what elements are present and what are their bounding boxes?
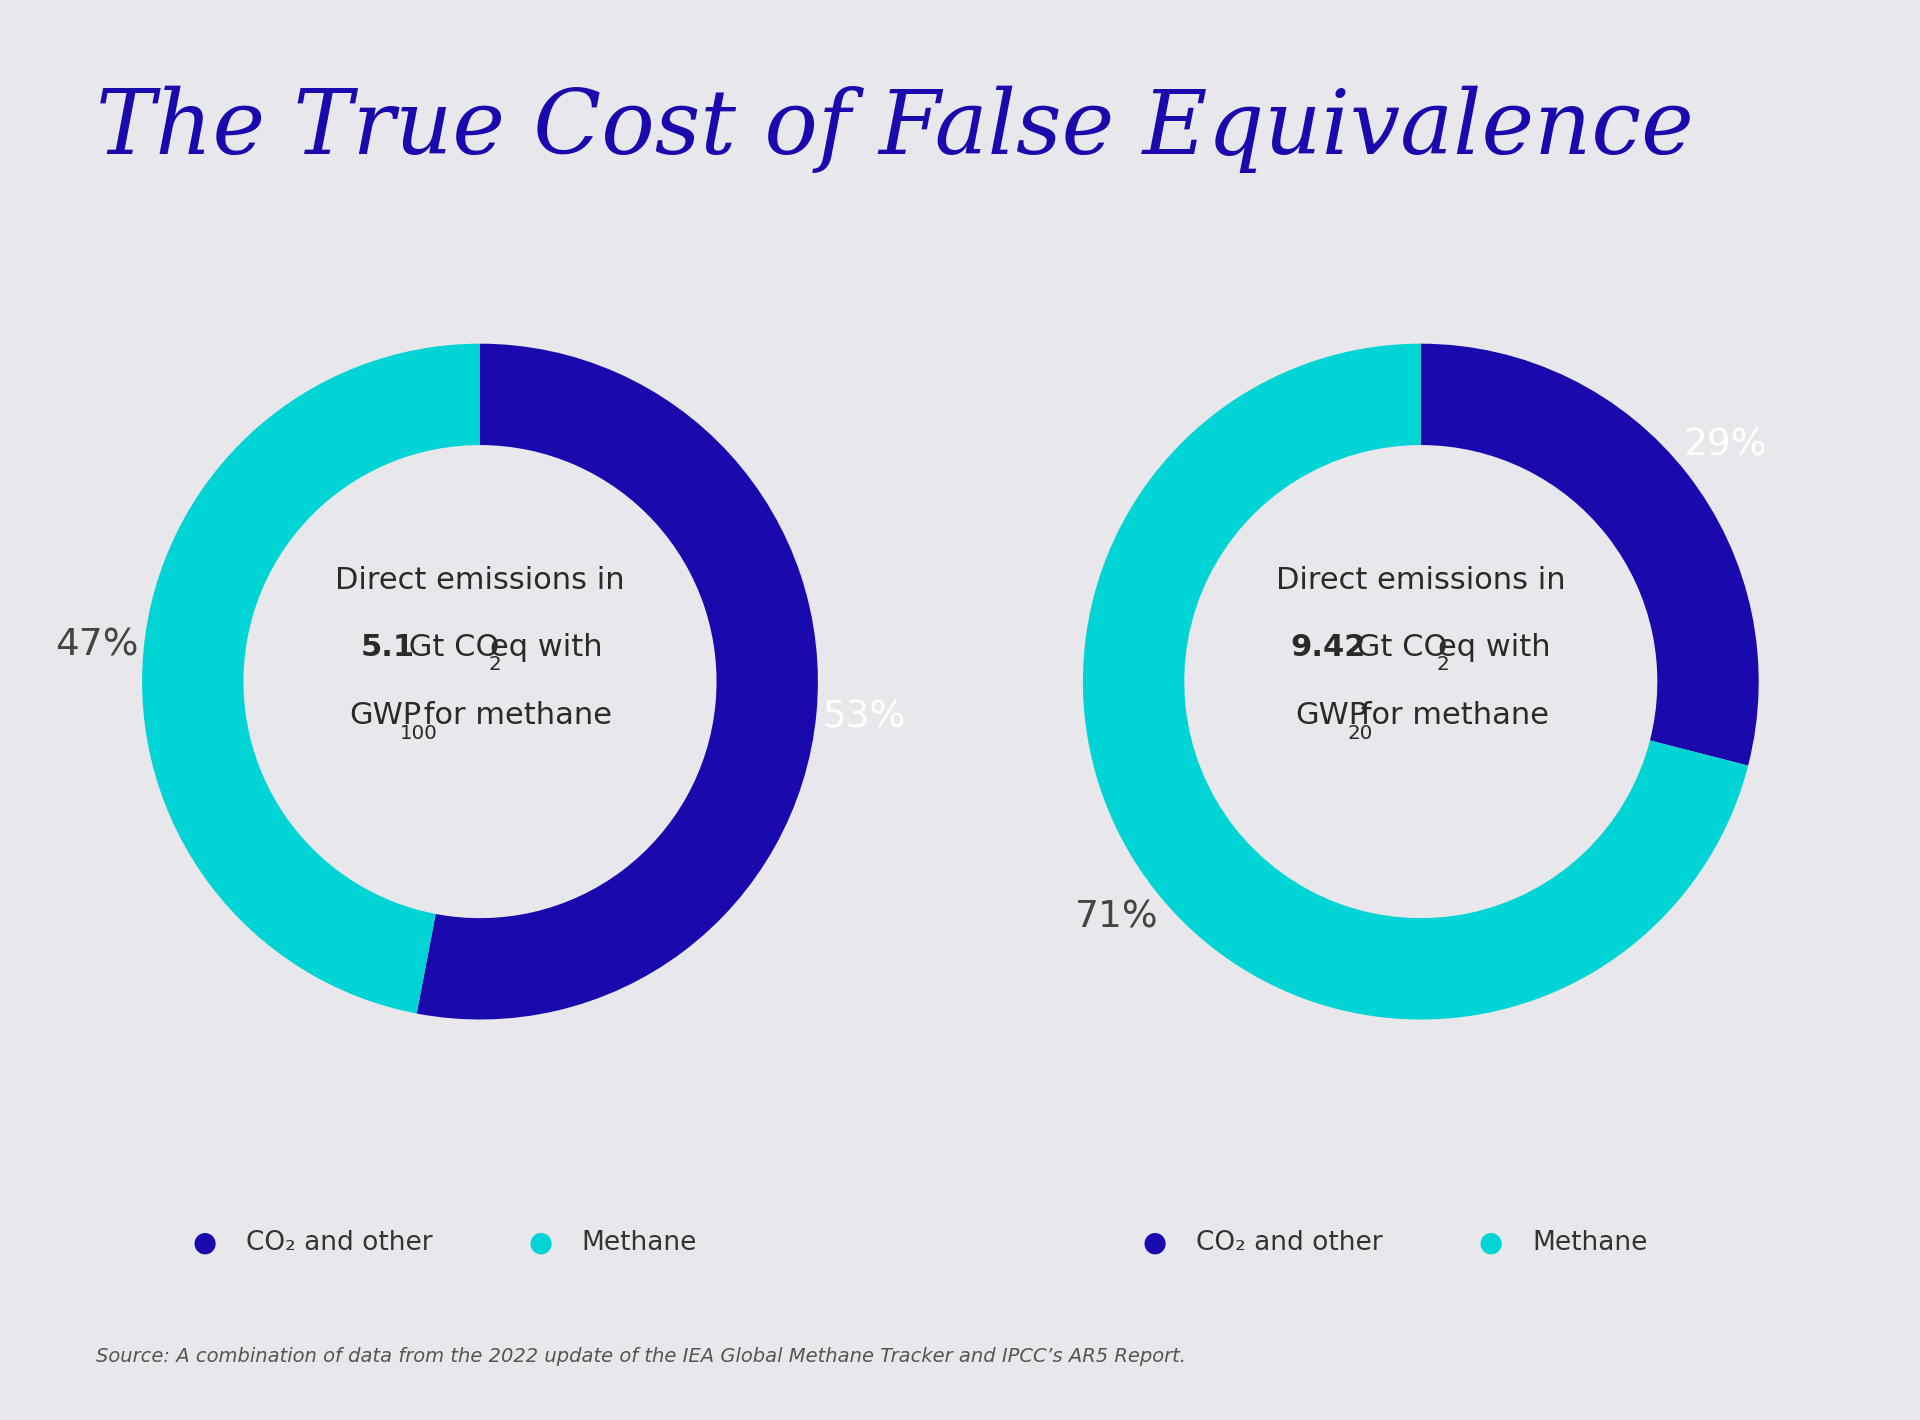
Text: CO₂ and other: CO₂ and other [246, 1230, 432, 1255]
Wedge shape [417, 344, 818, 1020]
Wedge shape [1083, 344, 1747, 1020]
Text: ●: ● [1478, 1228, 1503, 1257]
Text: 5.1: 5.1 [361, 633, 415, 662]
Text: for methane: for methane [415, 701, 612, 730]
Text: 53%: 53% [822, 700, 904, 736]
Text: Methane: Methane [1532, 1230, 1647, 1255]
Text: Direct emissions in: Direct emissions in [1277, 565, 1565, 595]
Text: Source: A combination of data from the 2022 update of the IEA Global Methane Tra: Source: A combination of data from the 2… [96, 1348, 1187, 1366]
Text: Gt CO: Gt CO [1348, 633, 1448, 662]
Wedge shape [142, 344, 480, 1014]
Text: 100: 100 [399, 724, 438, 744]
Text: 9.42: 9.42 [1290, 633, 1367, 662]
Text: Gt CO: Gt CO [399, 633, 499, 662]
Text: ●: ● [528, 1228, 553, 1257]
Text: 29%: 29% [1684, 427, 1766, 463]
Text: 2: 2 [1436, 655, 1450, 674]
Text: 20: 20 [1348, 724, 1373, 744]
Wedge shape [1421, 344, 1759, 765]
Text: Methane: Methane [582, 1230, 697, 1255]
Text: eq with: eq with [490, 633, 603, 662]
Text: 71%: 71% [1075, 900, 1158, 936]
Text: 2: 2 [488, 655, 501, 674]
Text: ●: ● [1142, 1228, 1167, 1257]
Text: Direct emissions in: Direct emissions in [336, 565, 624, 595]
Text: 47%: 47% [56, 628, 138, 663]
Text: GWP: GWP [349, 701, 422, 730]
Text: The True Cost of False Equivalence: The True Cost of False Equivalence [96, 85, 1693, 173]
Text: for methane: for methane [1352, 701, 1549, 730]
Text: GWP: GWP [1294, 701, 1367, 730]
Text: eq with: eq with [1438, 633, 1551, 662]
Text: CO₂ and other: CO₂ and other [1196, 1230, 1382, 1255]
Text: ●: ● [192, 1228, 217, 1257]
